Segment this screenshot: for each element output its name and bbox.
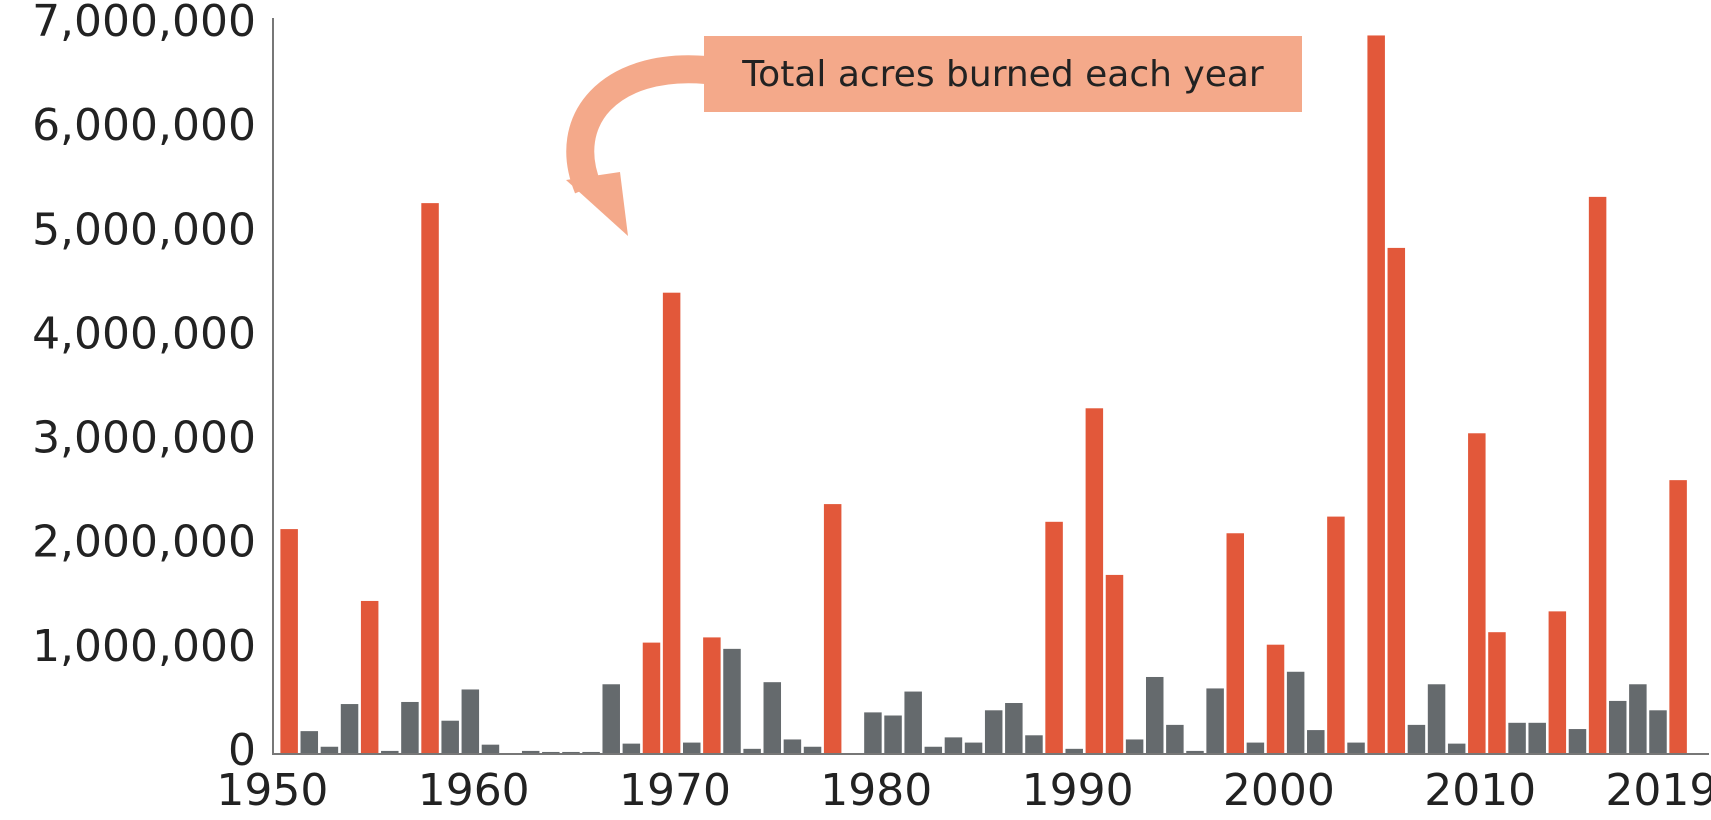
bar	[481, 744, 500, 753]
bar	[401, 701, 419, 753]
bar	[461, 689, 480, 753]
bar	[964, 742, 983, 753]
bar	[542, 751, 560, 753]
bar	[421, 203, 439, 753]
bar	[1307, 730, 1325, 753]
bars	[280, 35, 1687, 754]
bar	[823, 504, 842, 753]
bar	[743, 748, 761, 753]
bar	[1387, 247, 1406, 753]
bar	[924, 746, 943, 753]
bar	[1045, 521, 1063, 753]
x-tick-label: 1960	[418, 765, 530, 816]
bar	[1468, 433, 1486, 753]
bar	[1125, 739, 1144, 753]
bar	[1669, 480, 1687, 753]
bar	[763, 682, 782, 753]
x-tick-label: 1990	[1022, 765, 1134, 816]
bar	[1488, 632, 1506, 753]
bar	[723, 648, 741, 753]
bar	[381, 750, 399, 753]
x-tick-label: 1980	[820, 765, 932, 816]
x-tick-label: 1970	[619, 765, 731, 816]
y-tick-label: 1,000,000	[32, 621, 256, 672]
bar	[1065, 748, 1083, 753]
y-tick-label: 4,000,000	[32, 308, 256, 359]
bar	[1327, 516, 1345, 753]
x-tick-label: 1950	[216, 765, 328, 816]
y-tick-label: 7,000,000	[32, 0, 256, 47]
bar	[1649, 710, 1667, 753]
x-tick-label: 2000	[1223, 765, 1335, 816]
bar	[1085, 408, 1104, 753]
annotation-arrowhead	[566, 172, 628, 236]
bar	[884, 715, 902, 753]
bar	[1226, 533, 1245, 753]
bar	[300, 731, 319, 753]
bar	[1206, 688, 1224, 753]
bar	[1608, 700, 1627, 753]
bar	[683, 742, 701, 753]
bar	[803, 746, 822, 753]
bar	[1548, 611, 1567, 753]
bar	[1588, 196, 1607, 753]
bar	[602, 684, 620, 753]
y-tick-label: 0	[228, 725, 256, 776]
bar	[1367, 35, 1385, 754]
bar	[1427, 684, 1446, 753]
bar	[1246, 742, 1265, 753]
annotation-box	[704, 36, 1302, 112]
bar	[1508, 722, 1526, 753]
bar	[521, 750, 540, 753]
bar	[1186, 750, 1204, 753]
bar	[622, 743, 641, 753]
bar	[441, 720, 459, 753]
bar	[1166, 724, 1184, 753]
y-tick-label: 2,000,000	[32, 517, 256, 568]
bar	[1005, 703, 1023, 753]
bar	[642, 642, 661, 753]
bar	[1145, 676, 1164, 753]
bar	[703, 637, 721, 753]
bar	[783, 739, 802, 753]
bar	[562, 751, 580, 753]
annotation-text: Total acres burned each year	[741, 54, 1264, 95]
annotation-arrow	[566, 55, 708, 194]
bar	[984, 710, 1003, 753]
bar	[1286, 671, 1305, 753]
bar	[340, 704, 359, 753]
bar	[320, 746, 339, 753]
bar	[280, 529, 298, 753]
bar	[1347, 742, 1365, 753]
bar	[1407, 724, 1426, 753]
y-tick-label: 5,000,000	[32, 204, 256, 255]
bar	[864, 712, 882, 753]
bar	[1568, 729, 1587, 753]
bar	[1528, 722, 1546, 753]
bar	[582, 751, 600, 753]
bar	[360, 600, 379, 753]
bar	[1266, 644, 1285, 753]
bar	[944, 737, 963, 753]
bar	[904, 691, 922, 753]
bar	[662, 292, 681, 753]
bar	[1025, 735, 1043, 753]
y-tick-label: 3,000,000	[32, 413, 256, 464]
y-tick-label: 6,000,000	[32, 100, 256, 151]
bar	[1105, 574, 1124, 753]
bar	[1447, 743, 1466, 753]
x-tick-label: 2019	[1605, 765, 1711, 816]
bar	[1629, 684, 1647, 753]
x-tick-label: 2010	[1424, 765, 1536, 816]
